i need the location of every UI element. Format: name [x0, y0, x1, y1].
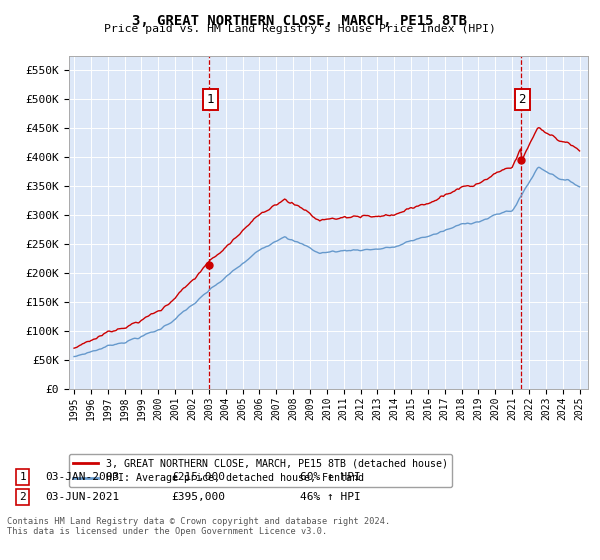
Text: £395,000: £395,000	[171, 492, 225, 502]
Text: 3, GREAT NORTHERN CLOSE, MARCH, PE15 8TB: 3, GREAT NORTHERN CLOSE, MARCH, PE15 8TB	[133, 14, 467, 28]
Legend: 3, GREAT NORTHERN CLOSE, MARCH, PE15 8TB (detached house), HPI: Average price, d: 3, GREAT NORTHERN CLOSE, MARCH, PE15 8TB…	[69, 454, 452, 487]
Text: 46% ↑ HPI: 46% ↑ HPI	[300, 492, 361, 502]
Text: 2: 2	[518, 93, 526, 106]
Text: 60% ↑ HPI: 60% ↑ HPI	[300, 472, 361, 482]
Text: Price paid vs. HM Land Registry's House Price Index (HPI): Price paid vs. HM Land Registry's House …	[104, 24, 496, 34]
Text: This data is licensed under the Open Government Licence v3.0.: This data is licensed under the Open Gov…	[7, 528, 328, 536]
Text: 03-JAN-2003: 03-JAN-2003	[45, 472, 119, 482]
Text: Contains HM Land Registry data © Crown copyright and database right 2024.: Contains HM Land Registry data © Crown c…	[7, 517, 391, 526]
Text: 1: 1	[207, 93, 214, 106]
Text: 2: 2	[19, 492, 26, 502]
Text: £215,000: £215,000	[171, 472, 225, 482]
Text: 1: 1	[19, 472, 26, 482]
Text: 03-JUN-2021: 03-JUN-2021	[45, 492, 119, 502]
